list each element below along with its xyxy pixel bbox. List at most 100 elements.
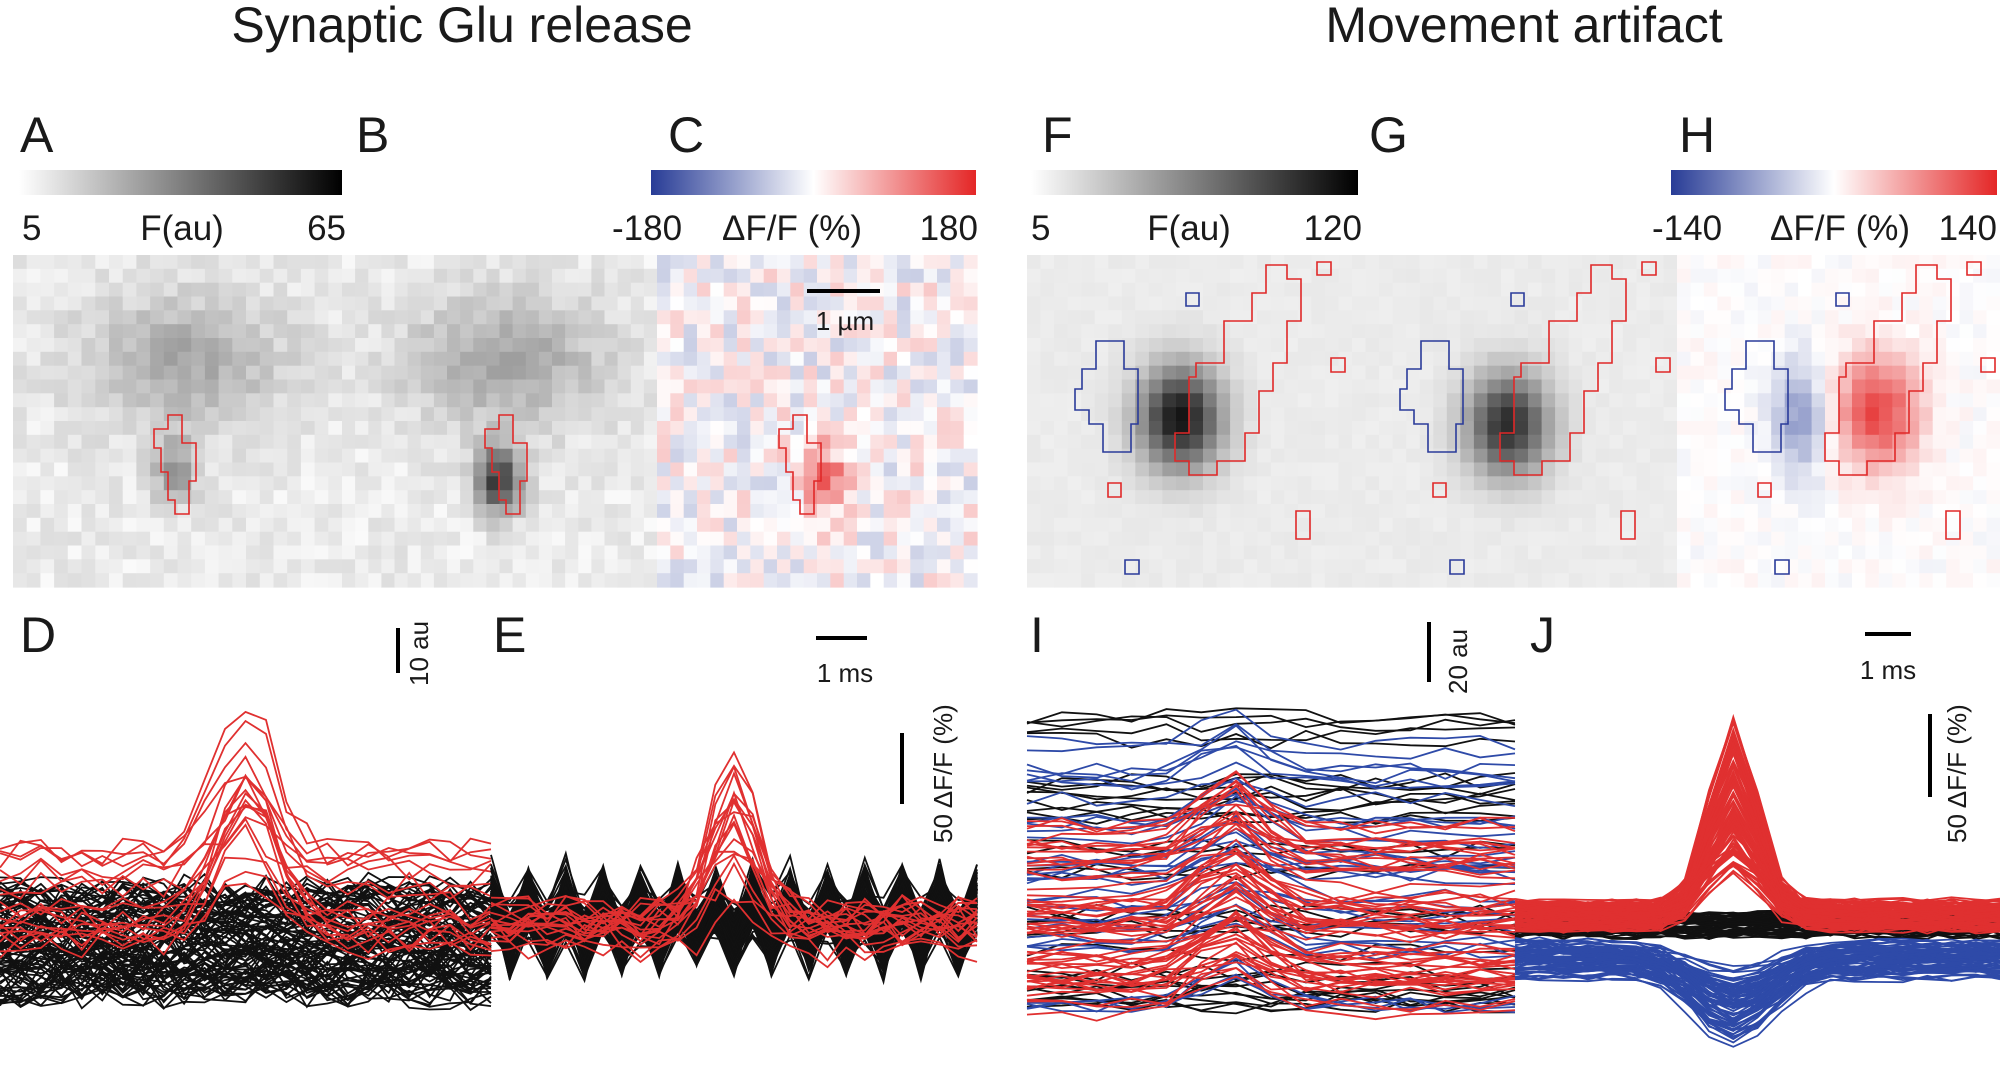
pixel: [1067, 324, 1082, 339]
pixel: [857, 255, 871, 270]
pixel: [1135, 490, 1150, 505]
pixel: [1528, 545, 1543, 560]
pixel: [591, 490, 606, 505]
trace: [1026, 785, 1516, 803]
pixel: [750, 421, 765, 436]
pixel: [777, 573, 791, 588]
pixel: [1703, 351, 1718, 367]
pixel: [565, 517, 579, 533]
pixel: [1040, 338, 1055, 353]
pixel: [923, 573, 938, 588]
pixel: [394, 504, 409, 519]
pixel: [923, 296, 938, 311]
pixel: [499, 351, 514, 367]
pixel: [1297, 255, 1312, 270]
pixel: [1284, 490, 1299, 505]
pixel: [26, 545, 41, 560]
pixel: [1460, 462, 1475, 477]
pixel: [1054, 282, 1069, 298]
pixel: [1541, 365, 1556, 381]
pixel: [1568, 434, 1583, 450]
pixel: [1838, 504, 1853, 519]
image: [13, 255, 343, 588]
pixel: [40, 504, 55, 519]
pixel: [232, 490, 247, 505]
pixel: [897, 282, 911, 298]
pixel: [1419, 462, 1434, 477]
pixel: [963, 255, 978, 270]
pixel: [1270, 545, 1285, 560]
pixel: [407, 490, 422, 505]
trace: [1514, 947, 2000, 992]
pixel: [1121, 338, 1136, 353]
pixel: [1067, 407, 1082, 422]
pixel: [817, 324, 831, 339]
pixel: [1121, 448, 1136, 464]
pixel: [1892, 490, 1907, 505]
pixel: [950, 393, 965, 408]
pixel: [95, 545, 110, 560]
pixel: [1825, 531, 1840, 547]
pixel: [1703, 531, 1718, 547]
pixel: [1703, 393, 1718, 408]
pixel: [1433, 393, 1448, 408]
pixel: [803, 365, 818, 381]
pixel: [328, 338, 343, 353]
pixel: [1757, 545, 1772, 560]
panel-label: H: [1679, 107, 1715, 163]
panel-label: D: [20, 607, 56, 663]
pixel: [604, 379, 619, 394]
pixel: [300, 421, 316, 436]
pixel: [1932, 393, 1947, 408]
pixel: [109, 462, 124, 477]
pixel: [122, 324, 137, 339]
pixel: [1243, 448, 1258, 464]
pixel: [26, 379, 41, 394]
pixel: [1919, 255, 1934, 270]
pixel: [447, 365, 461, 381]
pixel: [1501, 379, 1516, 394]
pixel: [1973, 338, 1988, 353]
pixel: [1148, 365, 1163, 381]
pixel: [1838, 434, 1853, 450]
pixel: [538, 462, 553, 477]
pixel: [109, 517, 124, 533]
pixel: [857, 407, 871, 422]
pixel: [300, 255, 316, 270]
pixel: [1406, 324, 1421, 339]
pixel: [1865, 255, 1880, 270]
pixel: [13, 393, 28, 408]
trace: [1026, 954, 1516, 991]
pixel: [1094, 448, 1109, 464]
pixel: [1784, 490, 1799, 505]
pixel: [1460, 338, 1475, 353]
pixel: [259, 504, 275, 519]
pixel: [1284, 476, 1299, 491]
pixel: [1501, 462, 1516, 477]
pixel: [617, 476, 632, 491]
pixel: [1717, 324, 1732, 339]
pixel: [273, 365, 288, 381]
pixel: [40, 351, 55, 367]
pixel: [723, 268, 738, 284]
pixel: [342, 476, 356, 491]
pixel: [1878, 462, 1893, 477]
pixel: [1690, 310, 1705, 325]
pixel: [552, 393, 566, 408]
pixel: [591, 421, 606, 436]
pixel: [1419, 448, 1434, 464]
pixel: [604, 310, 619, 325]
pixel: [246, 448, 261, 464]
pixel: [1825, 504, 1840, 519]
pixel: [1636, 434, 1651, 450]
pixel: [1108, 504, 1123, 519]
pixel: [1582, 462, 1597, 477]
image: [657, 255, 978, 588]
pixel: [122, 310, 137, 325]
pixel: [1094, 559, 1109, 574]
pixel: [950, 504, 965, 519]
pixel: [763, 379, 778, 394]
pixel: [817, 517, 831, 533]
pixel: [1717, 407, 1732, 422]
pixel: [1189, 282, 1204, 298]
